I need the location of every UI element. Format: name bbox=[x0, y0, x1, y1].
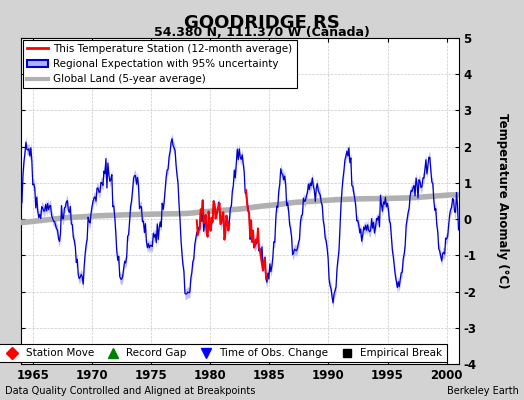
Text: Data Quality Controlled and Aligned at Breakpoints: Data Quality Controlled and Aligned at B… bbox=[5, 386, 256, 396]
Text: Berkeley Earth: Berkeley Earth bbox=[447, 386, 519, 396]
Text: 54.380 N, 111.370 W (Canada): 54.380 N, 111.370 W (Canada) bbox=[154, 26, 370, 39]
Text: GOODRIDGE RS: GOODRIDGE RS bbox=[184, 14, 340, 32]
Legend: Station Move, Record Gap, Time of Obs. Change, Empirical Break: Station Move, Record Gap, Time of Obs. C… bbox=[0, 344, 446, 362]
Y-axis label: Temperature Anomaly (°C): Temperature Anomaly (°C) bbox=[496, 113, 509, 289]
